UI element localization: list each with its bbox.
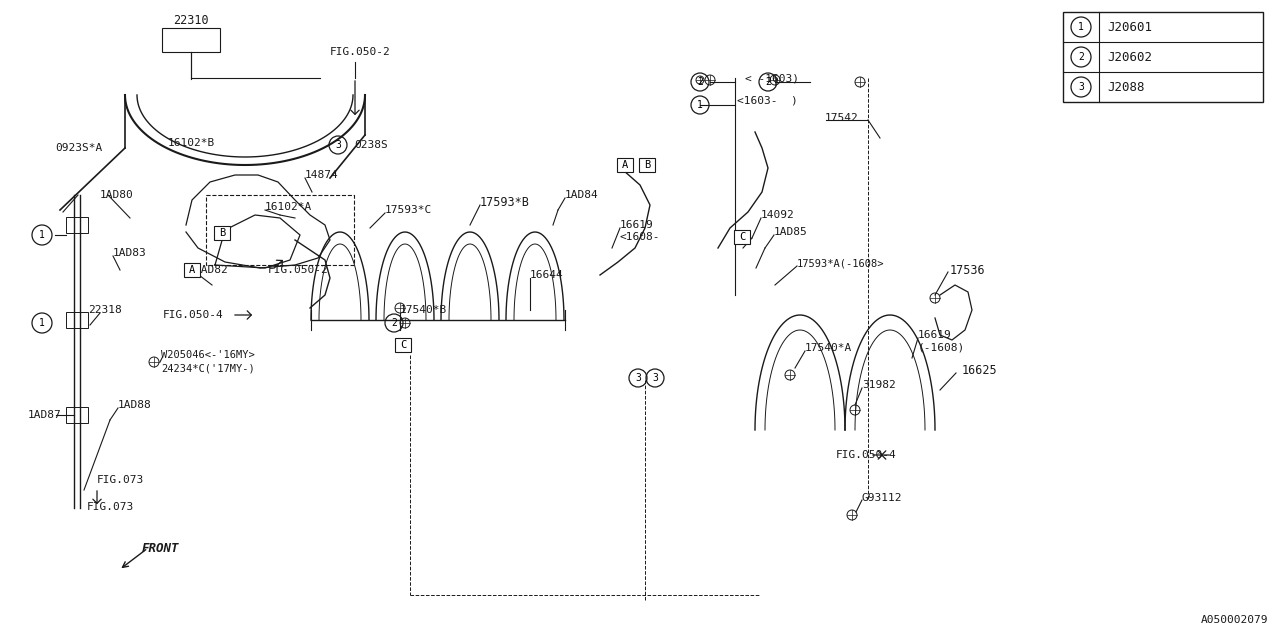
Text: 1AD85: 1AD85 (774, 227, 808, 237)
Bar (1062, 12, 1263, 102)
Text: 3: 3 (652, 373, 658, 383)
Text: J20601: J20601 (1107, 20, 1152, 33)
Text: 17536: 17536 (950, 264, 986, 276)
Text: 17593*C: 17593*C (385, 205, 433, 215)
Text: 2: 2 (392, 318, 397, 328)
Text: (-1608): (-1608) (918, 342, 965, 352)
Bar (67, 407, 88, 423)
Bar (163, 28, 220, 52)
Text: B: B (219, 228, 225, 238)
Text: FIG.050-2: FIG.050-2 (330, 47, 390, 57)
Text: 17542: 17542 (826, 113, 859, 123)
Bar (617, 158, 634, 172)
Bar (214, 226, 230, 240)
Text: 3: 3 (1078, 82, 1084, 92)
Bar (206, 195, 355, 265)
Text: 1: 1 (40, 318, 45, 328)
Text: 16644: 16644 (530, 270, 563, 280)
Text: B: B (644, 160, 650, 170)
Text: 16102*A: 16102*A (265, 202, 312, 212)
Text: 3: 3 (635, 373, 641, 383)
Text: 1: 1 (1078, 22, 1084, 32)
Text: C: C (399, 340, 406, 350)
Text: 1: 1 (40, 230, 45, 240)
Text: J2088: J2088 (1107, 81, 1144, 93)
Text: 17540*B: 17540*B (399, 305, 447, 315)
Text: FIG.050-2: FIG.050-2 (268, 265, 329, 275)
Text: 1AD88: 1AD88 (118, 400, 152, 410)
Text: 3: 3 (335, 140, 340, 150)
Text: A: A (622, 160, 628, 170)
Text: A050002079: A050002079 (1201, 615, 1268, 625)
Bar (733, 230, 750, 244)
Text: 2: 2 (765, 77, 771, 87)
Bar (639, 158, 655, 172)
Text: 22318: 22318 (88, 305, 122, 315)
Text: 14874: 14874 (305, 170, 339, 180)
Text: 24234*C('17MY-): 24234*C('17MY-) (161, 363, 255, 373)
Bar (184, 263, 200, 277)
Text: W205046<-'16MY>: W205046<-'16MY> (161, 350, 255, 360)
Text: 31982: 31982 (861, 380, 896, 390)
Text: 14092: 14092 (762, 210, 795, 220)
Bar (396, 338, 411, 352)
Bar (67, 312, 88, 328)
Text: FIG.050-4: FIG.050-4 (836, 450, 897, 460)
Text: J20602: J20602 (1107, 51, 1152, 63)
Text: 1AD84: 1AD84 (564, 190, 599, 200)
Text: 1AD83: 1AD83 (113, 248, 147, 258)
Text: C: C (739, 232, 745, 242)
Text: 17593*B: 17593*B (480, 195, 530, 209)
Text: A: A (189, 265, 195, 275)
Text: 1AD80: 1AD80 (100, 190, 133, 200)
Text: 2: 2 (1078, 52, 1084, 62)
Text: 0923S*A: 0923S*A (55, 143, 102, 153)
Text: < -1603): < -1603) (745, 73, 799, 83)
Text: 1: 1 (698, 100, 703, 110)
Text: 1AD87: 1AD87 (28, 410, 61, 420)
Text: 22310: 22310 (173, 13, 209, 26)
Text: G93112: G93112 (861, 493, 902, 503)
Text: 0238S: 0238S (355, 140, 388, 150)
Text: 16102*B: 16102*B (168, 138, 215, 148)
Text: FIG.050-4: FIG.050-4 (163, 310, 223, 320)
Bar (67, 217, 88, 233)
Text: FIG.073: FIG.073 (87, 502, 134, 512)
Text: 16619: 16619 (620, 220, 654, 230)
Text: 16625: 16625 (963, 364, 997, 376)
Text: 17593*A(-1608>: 17593*A(-1608> (797, 258, 884, 268)
Text: 2: 2 (698, 77, 703, 87)
Text: <1603-  ): <1603- ) (737, 95, 797, 105)
Text: FIG.073: FIG.073 (97, 475, 145, 485)
Text: 17540*A: 17540*A (805, 343, 852, 353)
Text: 16619: 16619 (918, 330, 952, 340)
Text: 1AD82: 1AD82 (195, 265, 229, 275)
Text: FRONT: FRONT (142, 541, 179, 554)
Text: <1608-: <1608- (620, 232, 660, 242)
